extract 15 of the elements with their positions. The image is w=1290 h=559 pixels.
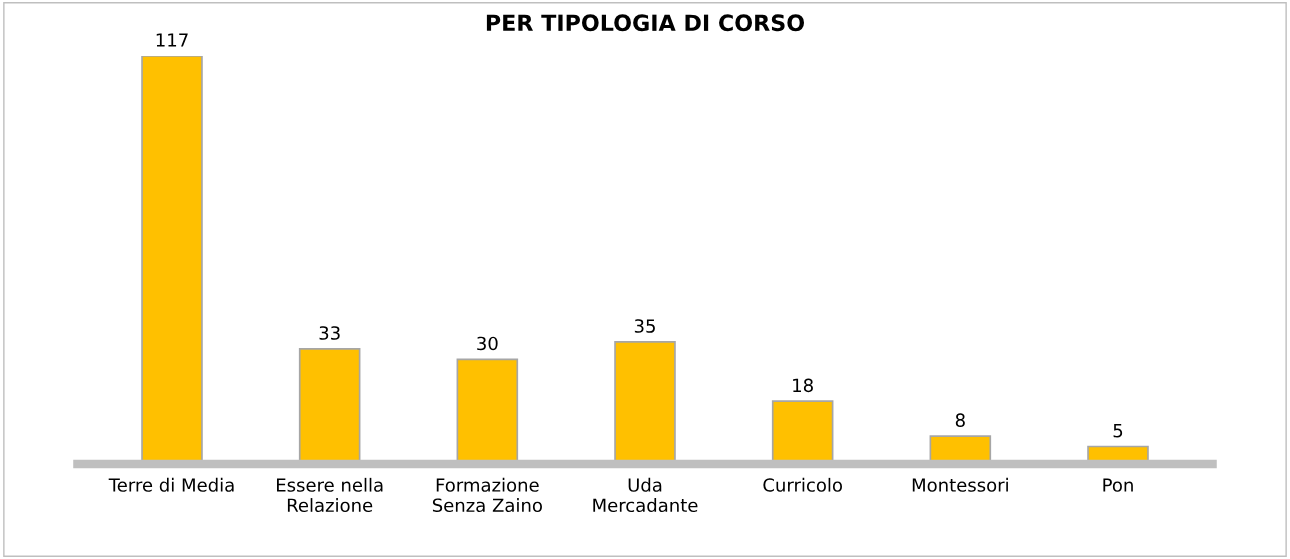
data-label: 18 bbox=[793, 378, 813, 393]
data-label: 5 bbox=[1113, 424, 1123, 438]
x-tick-label: Formazione Senza Zaino bbox=[432, 477, 542, 513]
x-tick-label: Uda Mercadante bbox=[593, 477, 698, 513]
x-tick-label: Montessori bbox=[912, 477, 1008, 492]
chart-title: PER TIPOLOGIA DI CORSO bbox=[486, 14, 805, 32]
data-label: 117 bbox=[156, 33, 188, 47]
data-label: 30 bbox=[477, 336, 498, 351]
x-tick-label: Terre di Media bbox=[108, 477, 234, 492]
x-tick-label: Essere nella Relazione bbox=[277, 477, 383, 513]
data-label: 8 bbox=[955, 413, 965, 428]
data-label: 33 bbox=[319, 326, 340, 340]
x-tick-label: Curricolo bbox=[763, 477, 842, 492]
x-tick-label: Pon bbox=[1103, 478, 1133, 492]
data-label: 35 bbox=[634, 319, 655, 333]
